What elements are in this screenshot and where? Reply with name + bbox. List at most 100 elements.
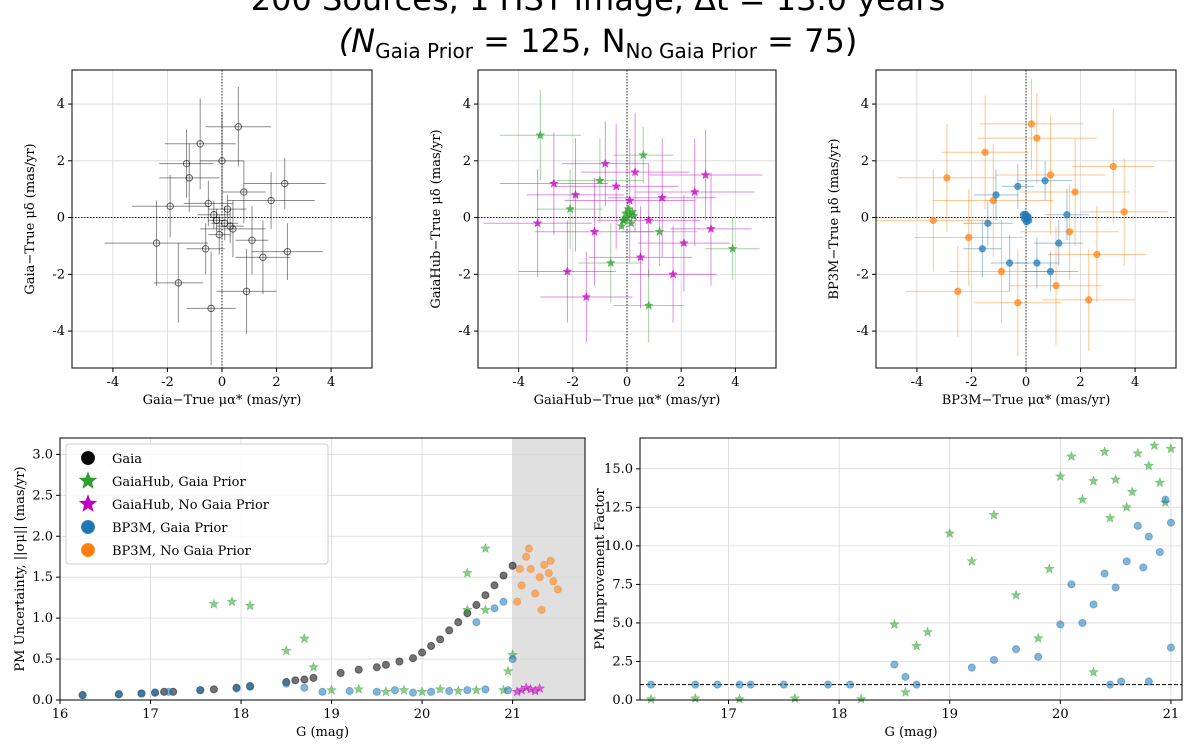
star-marker xyxy=(353,683,365,694)
legend-label: GaiaHub, Gaia Prior xyxy=(112,475,246,490)
circle-marker xyxy=(481,591,490,600)
circle-marker xyxy=(713,680,722,689)
circle-marker xyxy=(1155,547,1164,557)
subtitle-text: = 75) xyxy=(757,22,857,60)
circle-marker xyxy=(1024,213,1032,221)
star-marker xyxy=(581,291,592,302)
y-axis-label: PM Uncertainty, ||σμ|| (mas/yr) xyxy=(13,466,28,671)
y-tick-label: 4 xyxy=(861,97,869,112)
star-marker xyxy=(643,215,654,225)
star-marker xyxy=(326,684,337,695)
circle-marker xyxy=(746,680,755,689)
y-axis-label: GaiaHub−True μδ (mas/yr) xyxy=(429,129,444,308)
y-tick-label: 2 xyxy=(861,154,869,169)
circle-marker xyxy=(372,663,381,672)
x-tick-label: 4 xyxy=(731,375,739,390)
x-tick-label: 18 xyxy=(233,707,250,722)
open-circle-marker xyxy=(182,159,191,168)
legend-label: BP3M, No Gaia Prior xyxy=(112,544,252,559)
circle-marker xyxy=(81,451,95,465)
star-marker xyxy=(689,186,700,197)
y-tick-label: 1.0 xyxy=(32,611,53,626)
y-tick-label: -4 xyxy=(52,324,65,339)
star-marker xyxy=(244,600,256,611)
star-marker xyxy=(620,208,631,218)
circle-marker xyxy=(481,685,490,694)
circle-marker xyxy=(1133,521,1142,530)
star-marker xyxy=(434,683,446,694)
circle-marker xyxy=(1089,600,1098,609)
x-tick-label: 16 xyxy=(52,707,69,722)
x-tick-label: 2 xyxy=(677,375,685,390)
circle-marker xyxy=(779,680,788,689)
x-tick-label: 0 xyxy=(218,375,226,390)
star-marker xyxy=(678,237,689,248)
star-marker xyxy=(734,693,745,704)
y-tick-label: 0 xyxy=(861,211,869,226)
star-marker xyxy=(226,595,238,607)
circle-marker xyxy=(150,688,160,697)
x-tick-label: 17 xyxy=(142,707,159,722)
circle-marker xyxy=(540,560,549,570)
circle-marker xyxy=(81,520,95,534)
y-tick-label: 0 xyxy=(57,211,65,226)
circle-marker xyxy=(445,626,454,635)
y-tick-label: 0 xyxy=(463,211,471,226)
star-marker xyxy=(479,542,491,554)
circle-marker xyxy=(164,687,173,696)
star-marker xyxy=(1088,475,1099,486)
circle-marker xyxy=(463,686,472,695)
legend-label: BP3M, Gaia Prior xyxy=(112,521,228,536)
open-circle-marker xyxy=(218,157,226,165)
star-marker xyxy=(535,130,546,140)
x-tick-label: -2 xyxy=(161,375,174,390)
star-marker xyxy=(624,195,635,205)
circle-marker xyxy=(846,680,855,689)
star-marker xyxy=(1126,486,1138,497)
star-marker xyxy=(706,223,716,234)
star-marker xyxy=(398,684,410,695)
star-marker xyxy=(1165,442,1177,454)
circle-marker xyxy=(1093,250,1101,259)
circle-marker xyxy=(245,682,255,692)
star-marker xyxy=(600,158,611,168)
open-circle-marker xyxy=(196,140,204,148)
circle-marker xyxy=(997,267,1006,276)
y-tick-label: 0.0 xyxy=(32,693,53,708)
star-marker xyxy=(525,683,537,694)
star-marker xyxy=(611,181,622,191)
y-tick-label: 4 xyxy=(57,97,65,112)
x-tick-label: 0 xyxy=(623,375,631,390)
x-tick-label: 4 xyxy=(1131,375,1139,390)
y-tick-label: 1.5 xyxy=(32,570,53,585)
circle-marker xyxy=(1139,563,1148,572)
plot-frame xyxy=(875,69,1177,369)
star-marker xyxy=(1154,476,1166,488)
circle-marker xyxy=(78,690,87,700)
open-circle-marker xyxy=(207,304,215,313)
x-tick-label: 17 xyxy=(720,707,737,722)
circle-marker xyxy=(1027,120,1036,128)
star-marker xyxy=(208,598,220,609)
circle-marker xyxy=(912,680,921,689)
open-circle-marker xyxy=(259,253,267,262)
circle-marker xyxy=(531,589,540,598)
y-tick-label: 0.0 xyxy=(612,693,633,708)
circle-marker xyxy=(549,577,558,586)
open-circle-marker xyxy=(166,202,174,210)
open-circle-marker xyxy=(226,222,234,230)
star-marker xyxy=(888,618,900,630)
x-tick-label: 4 xyxy=(327,375,335,390)
star-marker xyxy=(280,645,292,656)
open-circle-marker xyxy=(242,287,251,296)
legend-label: Gaia xyxy=(112,452,142,467)
circle-marker xyxy=(490,604,499,613)
star-marker xyxy=(638,150,649,160)
plot-frame xyxy=(639,437,1183,701)
star-marker xyxy=(594,175,605,185)
star-marker xyxy=(645,693,657,704)
star-marker xyxy=(635,252,646,262)
star-marker xyxy=(298,632,310,644)
circle-marker xyxy=(499,571,508,580)
star-marker xyxy=(1132,447,1144,459)
